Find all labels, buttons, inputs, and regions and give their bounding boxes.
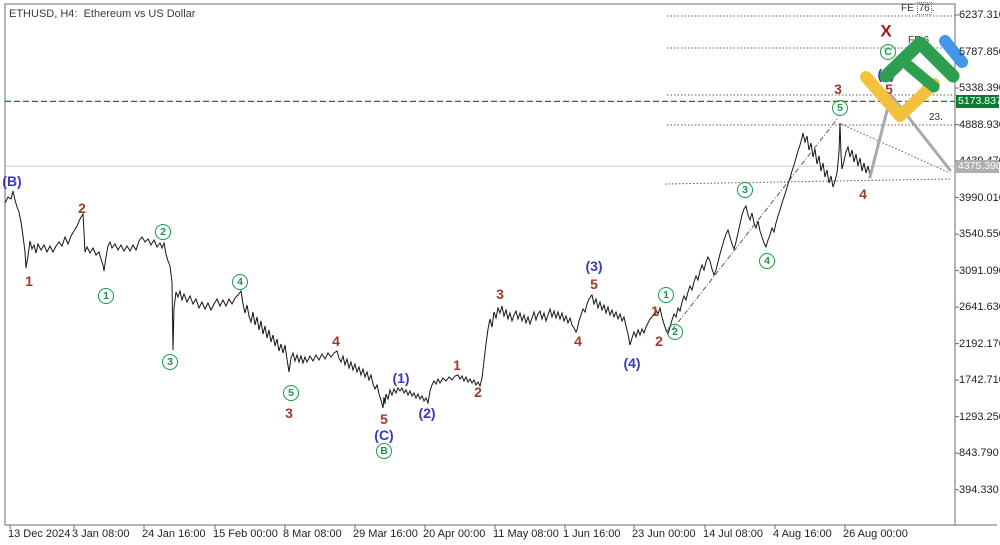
fib-expansion-level-label[interactable]: FE 76. <box>901 2 935 15</box>
wave-label[interactable]: 4 <box>232 274 248 290</box>
price-axis-label[interactable]: 5338.390 <box>959 82 1000 95</box>
wave-label[interactable]: 3 <box>737 182 753 198</box>
wave-label[interactable]: 4 <box>574 333 582 349</box>
symbol-title: ETHUSD, H4: Ethereum vs US Dollar <box>9 8 196 20</box>
wave-label[interactable]: 2 <box>655 333 663 349</box>
price-axis-label[interactable]: 4888.930 <box>959 118 1000 131</box>
wave-label[interactable]: 5 <box>832 100 848 116</box>
time-axis-label[interactable]: 23 Jun 00:00 <box>632 528 696 540</box>
wave-label[interactable]: 3 <box>834 81 842 97</box>
wave-label[interactable]: X <box>880 21 892 41</box>
wave-label[interactable]: 1 <box>98 288 114 304</box>
time-axis-label[interactable]: 26 Aug 00:00 <box>843 528 908 540</box>
wave-label[interactable]: 3 <box>496 286 504 302</box>
price-axis-label[interactable]: 1293.250 <box>959 410 1000 423</box>
wave-label[interactable]: 3 <box>162 354 178 370</box>
level-price-box: 5173.837 <box>956 94 1000 108</box>
time-axis-label[interactable]: 14 Jul 08:00 <box>703 528 763 540</box>
wave-label[interactable]: (B) <box>2 173 22 189</box>
wave-label[interactable]: 3 <box>285 405 293 421</box>
price-axis-label[interactable]: 3990.010 <box>959 191 1000 204</box>
ascending-trendline[interactable] <box>671 117 839 331</box>
wave-label[interactable]: 2 <box>155 224 171 240</box>
time-axis-label[interactable]: 11 May 08:00 <box>493 528 559 540</box>
price-axis-label[interactable]: 3540.550 <box>959 228 1000 241</box>
wave-label[interactable]: 5 <box>590 276 598 292</box>
price-axis-label[interactable]: 2641.630 <box>959 301 1000 314</box>
wave-label[interactable]: (3) <box>585 258 603 274</box>
time-axis-label[interactable]: 29 Mar 16:00 <box>353 528 418 540</box>
time-axis-label[interactable]: 24 Jan 16:00 <box>142 528 206 540</box>
time-axis-label[interactable]: 8 Mar 08:00 <box>283 528 342 540</box>
wave-label[interactable]: 1 <box>658 287 674 303</box>
price-line-series <box>4 122 875 409</box>
wave-label[interactable]: (C) <box>374 427 394 443</box>
descending-dotted-guide[interactable] <box>840 123 951 174</box>
wave-label[interactable]: 1 <box>453 357 461 373</box>
wave-label[interactable]: 5 <box>283 385 299 401</box>
wave-label[interactable]: 2 <box>474 384 482 400</box>
wave-label[interactable]: B <box>376 443 392 459</box>
wave-label[interactable]: 1 <box>651 303 659 319</box>
wave-label[interactable]: 4 <box>759 253 775 269</box>
time-axis-label[interactable]: 4 Aug 16:00 <box>773 528 832 540</box>
wave-label[interactable]: (2) <box>418 405 436 421</box>
wave-label[interactable]: 5 <box>380 411 388 427</box>
time-axis-label[interactable]: 13 Dec 2024 <box>8 528 71 540</box>
price-axis-label[interactable]: 5787.850 <box>959 45 1000 58</box>
wave-label[interactable]: 4 <box>859 186 867 202</box>
time-axis-label[interactable]: 15 Feb 00:00 <box>213 528 278 540</box>
current-price-box: 4375.390 <box>956 159 1000 173</box>
wave-label[interactable]: 1 <box>25 273 33 289</box>
time-axis-label[interactable]: 20 Apr 00:00 <box>423 528 486 540</box>
price-axis-label[interactable]: 3091.090 <box>959 264 1000 277</box>
price-axis-label[interactable]: 6237.310 <box>959 9 1000 21</box>
wave-label[interactable]: (1) <box>392 370 410 386</box>
time-axis-label[interactable]: 3 Jan 08:00 <box>72 528 130 540</box>
wave-label[interactable]: (4) <box>623 355 641 371</box>
wave-label[interactable]: 2 <box>667 324 683 340</box>
wave-label[interactable]: 4 <box>332 333 340 349</box>
wave-label[interactable]: 2 <box>78 200 86 216</box>
price-axis-label[interactable]: 2192.170 <box>959 337 1000 350</box>
price-axis-label[interactable]: 1742.710 <box>959 374 1000 387</box>
price-axis-label[interactable]: 394.330 <box>959 483 999 496</box>
time-axis-label[interactable]: 1 Jun 16:00 <box>563 528 621 540</box>
price-axis-label[interactable]: 843.790 <box>959 447 999 460</box>
